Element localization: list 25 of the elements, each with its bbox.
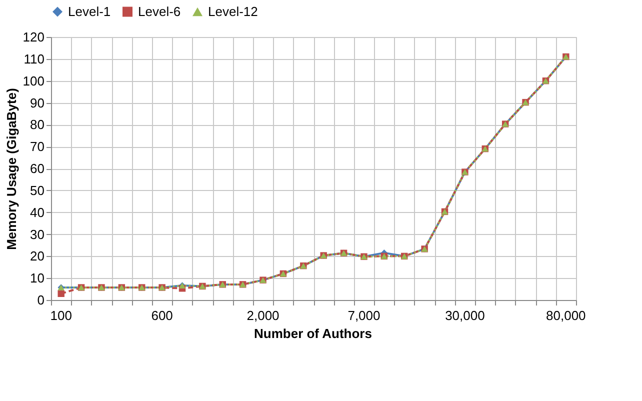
y-tick-label: 60 [30, 161, 44, 176]
legend-label: Level-1 [68, 4, 111, 19]
y-tick-label: 90 [30, 95, 44, 110]
x-tick-label: 2,000 [246, 308, 280, 323]
y-tick-label: 50 [30, 182, 44, 198]
x-tick-label: 80,000 [546, 308, 586, 323]
y-tick-label: 30 [30, 226, 44, 242]
x-tick-label: 7,000 [348, 308, 380, 323]
x-tick-label: 30,000 [445, 308, 485, 323]
legend-label: Level-12 [208, 4, 258, 19]
x-tick-label: 600 [151, 308, 173, 323]
y-tick-label: 110 [24, 51, 44, 66]
y-tick-label: 0 [37, 292, 44, 308]
y-tick-label: 70 [30, 139, 44, 154]
y-tick-label: 20 [30, 248, 44, 264]
x-tick-label: 100 [50, 308, 72, 323]
y-tick-label: 10 [30, 270, 44, 286]
y-tick-label: 120 [22, 30, 44, 44]
legend-label: Level-6 [138, 4, 181, 19]
y-tick-label: 80 [30, 117, 44, 132]
x-axis-title: Number of Authors [254, 326, 372, 341]
y-tick-label: 40 [30, 204, 44, 220]
point [58, 290, 64, 297]
y-tick-label: 100 [22, 73, 44, 88]
y-axis-title: Memory Usage (GigaByte) [4, 88, 19, 250]
